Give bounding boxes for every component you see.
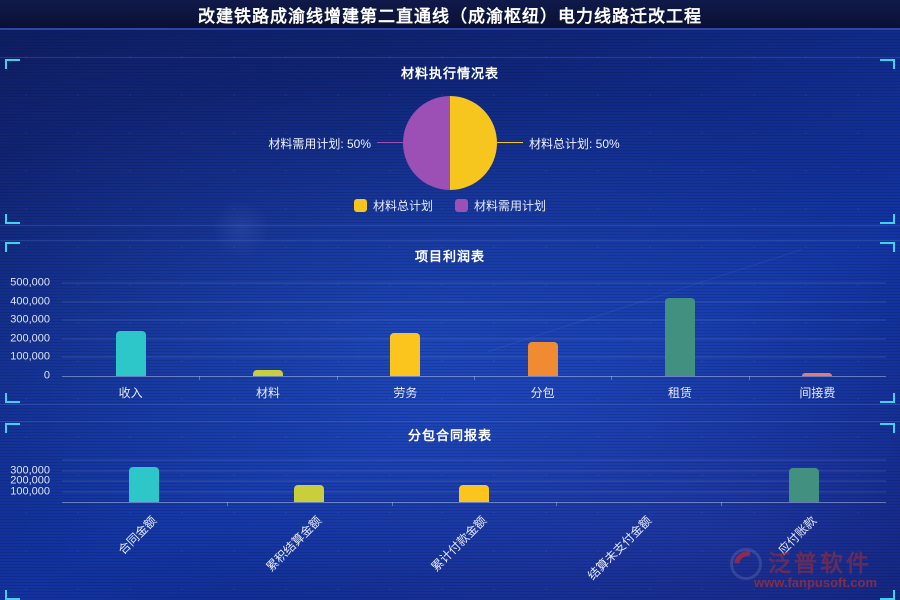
y-axis-label: 100,000 <box>10 485 50 497</box>
gridline <box>62 480 886 482</box>
x-axis-label: 租赁 <box>667 386 693 400</box>
axis-tick <box>336 376 338 380</box>
x-axis-label-wrap: 间接费 <box>799 384 835 401</box>
corner-bracket-icon <box>5 590 20 600</box>
fanpu-logo-icon <box>730 548 762 580</box>
y-axis-label: 200,000 <box>10 332 50 345</box>
panel-project-profit: 项目利润表 500,000 400,000 300,000 200,000 100,00… <box>0 240 900 405</box>
pie-legend: 材料总计划 材料需用计划 <box>0 197 900 214</box>
bar-租赁[interactable] <box>665 297 695 376</box>
chart-title-material: 材料执行情况表 <box>400 66 499 81</box>
x-axis-label-wrap: 分包 <box>531 384 555 401</box>
x-axis-label: 累计付款金额 <box>428 513 490 575</box>
chart-title-profit: 项目利润表 <box>414 249 485 264</box>
axis-tick <box>611 376 613 380</box>
panel-subcontract-report: 分包合同报表 300,000 200,000 100,000 合同金额 累积结算金额 累… <box>0 421 900 600</box>
x-axis-profit: 收入 材料 劳务 分包 租赁 间接费 <box>62 380 886 400</box>
pie-chart[interactable] <box>403 96 497 190</box>
page-title: 改建铁路成渝线增建第二直通线（成渝枢纽）电力线路迁改工程 <box>198 6 702 26</box>
y-axis-label: 300,000 <box>10 313 50 326</box>
corner-bracket-icon <box>880 590 895 600</box>
pie-labelline-right <box>497 142 523 143</box>
axis-tick <box>721 502 723 506</box>
legend-swatch-icon <box>353 199 367 212</box>
gridline <box>62 470 886 471</box>
corner-bracket-icon <box>5 214 20 224</box>
gridline <box>62 338 886 340</box>
corner-bracket-icon <box>880 59 895 69</box>
pie-callout-need-plan: 材料需用计划: 50% <box>268 137 371 151</box>
corner-bracket-icon <box>880 393 895 403</box>
gridline <box>62 301 886 303</box>
watermark-site: www.fanpusoft.com <box>754 575 878 590</box>
bar-劳务[interactable] <box>390 333 421 376</box>
x-axis-label-wrap: 租赁 <box>668 384 692 401</box>
legend-swatch-icon <box>455 199 468 212</box>
y-axis-label: 500,000 <box>10 276 50 289</box>
legend-label: 材料总计划 <box>372 199 433 213</box>
x-axis-label: 收入 <box>118 386 143 400</box>
pie-labelline-left <box>377 142 403 143</box>
chart-title-subcontract: 分包合同报表 <box>407 428 492 443</box>
y-axis-profit: 500,000 400,000 300,000 200,000 100,000 0 <box>0 277 54 381</box>
axis-tick <box>226 502 228 506</box>
bar-收入[interactable] <box>115 331 146 376</box>
corner-bracket-icon <box>5 59 20 69</box>
y-axis-label: 0 <box>43 369 50 382</box>
y-axis-label: 100,000 <box>10 350 50 363</box>
x-axis-label: 分包 <box>530 386 555 400</box>
y-axis-label: 400,000 <box>10 295 50 308</box>
x-axis-label: 合同金额 <box>115 513 160 558</box>
x-axis-label: 材料 <box>255 386 281 400</box>
bar-累积结算金额[interactable] <box>294 484 325 502</box>
legend-item[interactable]: 材料需用计划 <box>455 197 546 214</box>
gridline <box>62 319 886 321</box>
axis-tick <box>556 502 558 506</box>
x-axis-label: 劳务 <box>393 386 418 400</box>
bar-合同金额[interactable] <box>129 467 160 502</box>
header: 改建铁路成渝线增建第二直通线（成渝枢纽）电力线路迁改工程 <box>0 0 900 30</box>
panel-material-execution: 材料执行情况表 材料需用计划: 50% 材料总计划: 50% 材料总计划 材料需用… <box>0 57 900 226</box>
corner-bracket-icon <box>5 242 20 252</box>
bar-材料[interactable] <box>253 370 283 376</box>
legend-item[interactable]: 材料总计划 <box>353 197 433 214</box>
watermark: 泛普软件 www.fanpusoft.com <box>730 544 890 592</box>
bar-累计付款金额[interactable] <box>459 485 489 502</box>
axis-tick <box>199 376 201 380</box>
corner-bracket-icon <box>880 423 895 433</box>
y-axis-label: 300,000 <box>10 464 50 476</box>
x-axis-label: 间接费 <box>799 386 836 400</box>
gridline <box>62 459 886 461</box>
x-axis-label-wrap: 劳务 <box>393 384 417 401</box>
gridline <box>62 356 886 358</box>
bar-chart-profit <box>62 282 886 380</box>
axis-tick <box>474 376 475 380</box>
x-axis-label: 结算未支付金额 <box>584 513 655 583</box>
corner-bracket-icon <box>5 393 20 403</box>
corner-bracket-icon <box>880 214 895 224</box>
watermark-brand: 泛普软件 <box>768 550 872 576</box>
x-axis-label-wrap: 材料 <box>256 384 280 401</box>
bar-分包[interactable] <box>527 341 558 376</box>
bar-应付账款[interactable] <box>788 467 819 502</box>
legend-label: 材料需用计划 <box>474 199 547 213</box>
y-axis-label: 200,000 <box>10 474 50 487</box>
bar-chart-subcontract <box>62 459 886 506</box>
axis-tick <box>391 502 393 506</box>
x-axis-label-wrap: 收入 <box>119 384 143 401</box>
corner-bracket-icon <box>5 423 20 433</box>
axis-tick <box>748 376 750 380</box>
gridline <box>62 282 886 284</box>
x-axis-label: 累积结算金额 <box>263 513 325 575</box>
pie-callout-total-plan: 材料总计划: 50% <box>529 137 620 151</box>
bar-间接费[interactable] <box>802 373 833 376</box>
corner-bracket-icon <box>880 242 895 252</box>
y-axis-subcontract: 300,000 200,000 100,000 <box>0 460 54 502</box>
